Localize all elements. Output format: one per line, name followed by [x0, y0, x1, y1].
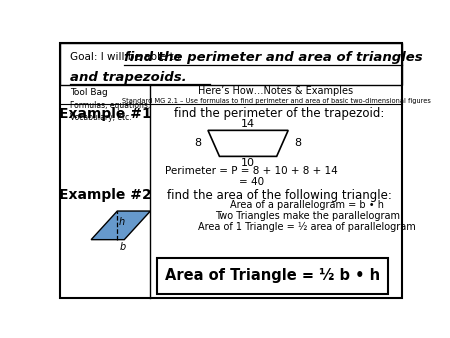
Text: Two Triangles make the parallelogram: Two Triangles make the parallelogram — [215, 211, 400, 221]
Text: Perimeter = P = 8 + 10 + 8 + 14: Perimeter = P = 8 + 10 + 8 + 14 — [165, 166, 338, 176]
Text: 8: 8 — [294, 138, 302, 148]
Text: find the area of the following triangle:: find the area of the following triangle: — [167, 189, 392, 202]
Text: Area of a parallelogram = b • h: Area of a parallelogram = b • h — [230, 200, 384, 210]
FancyBboxPatch shape — [158, 258, 387, 293]
Polygon shape — [91, 211, 150, 240]
Text: Area of 1 Triangle = ½ area of parallelogram: Area of 1 Triangle = ½ area of parallelo… — [198, 222, 416, 232]
Text: 14: 14 — [241, 119, 255, 129]
Text: Formulas, equations,
Vocabulary, etc.: Formulas, equations, Vocabulary, etc. — [70, 101, 150, 122]
Text: Tool Bag: Tool Bag — [70, 88, 108, 97]
Text: h: h — [119, 217, 125, 227]
Text: Standard MG 2.1 – Use formulas to find perimeter and area of basic two-dimension: Standard MG 2.1 – Use formulas to find p… — [122, 98, 430, 104]
Text: Example #2: Example #2 — [58, 188, 152, 202]
Text: 8: 8 — [195, 138, 202, 148]
Text: Goal: I will be able to: Goal: I will be able to — [70, 52, 187, 63]
Text: find the perimeter of the trapezoid:: find the perimeter of the trapezoid: — [174, 107, 385, 120]
Text: Example #1: Example #1 — [58, 107, 152, 121]
Text: and trapezoids.: and trapezoids. — [70, 71, 187, 84]
Text: Here’s How…Notes & Examples: Here’s How…Notes & Examples — [198, 86, 354, 96]
Text: Area of Triangle = ½ b • h: Area of Triangle = ½ b • h — [165, 268, 380, 283]
Text: 10: 10 — [241, 159, 255, 168]
Text: find the perimeter and area of triangles: find the perimeter and area of triangles — [124, 51, 423, 64]
Text: b: b — [119, 242, 126, 252]
Text: = 40: = 40 — [239, 177, 264, 187]
